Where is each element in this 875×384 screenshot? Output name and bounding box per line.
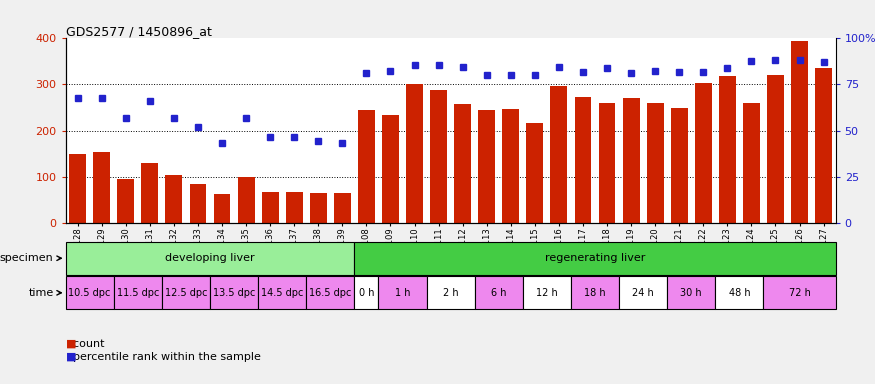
Text: 1 h: 1 h: [395, 288, 410, 298]
Bar: [743, 103, 760, 223]
Bar: [286, 192, 303, 223]
Text: 12 h: 12 h: [536, 288, 557, 298]
Text: time: time: [28, 288, 61, 298]
Bar: [382, 115, 399, 223]
Text: 6 h: 6 h: [491, 288, 507, 298]
Text: percentile rank within the sample: percentile rank within the sample: [66, 352, 261, 362]
Bar: [117, 179, 134, 223]
Bar: [575, 98, 592, 223]
Bar: [165, 175, 182, 223]
Bar: [334, 193, 351, 223]
Text: 16.5 dpc: 16.5 dpc: [309, 288, 352, 298]
Bar: [695, 83, 711, 223]
Text: 48 h: 48 h: [729, 288, 750, 298]
Text: 0 h: 0 h: [359, 288, 374, 298]
Bar: [502, 109, 519, 223]
Bar: [671, 108, 688, 223]
Text: GDS2577 / 1450896_at: GDS2577 / 1450896_at: [66, 25, 212, 38]
Bar: [716, 276, 763, 309]
Bar: [719, 76, 736, 223]
Bar: [379, 276, 427, 309]
Text: specimen: specimen: [0, 253, 61, 263]
Bar: [430, 90, 447, 223]
Bar: [190, 184, 206, 223]
Bar: [262, 192, 278, 223]
Bar: [527, 123, 543, 223]
Bar: [94, 152, 110, 223]
Text: 2 h: 2 h: [443, 288, 458, 298]
Bar: [475, 276, 523, 309]
Bar: [310, 193, 326, 223]
Bar: [816, 68, 832, 223]
Text: developing liver: developing liver: [165, 253, 255, 263]
Bar: [598, 103, 615, 223]
Bar: [306, 276, 354, 309]
Text: 12.5 dpc: 12.5 dpc: [164, 288, 207, 298]
Text: count: count: [66, 339, 104, 349]
Bar: [620, 276, 668, 309]
Text: 72 h: 72 h: [788, 288, 810, 298]
Text: 13.5 dpc: 13.5 dpc: [213, 288, 256, 298]
Bar: [550, 86, 567, 223]
Bar: [668, 276, 716, 309]
Bar: [354, 276, 379, 309]
Bar: [623, 98, 640, 223]
Bar: [210, 276, 258, 309]
Bar: [406, 84, 423, 223]
Bar: [69, 154, 86, 223]
Bar: [427, 276, 475, 309]
Text: 18 h: 18 h: [584, 288, 605, 298]
Bar: [354, 242, 836, 275]
Bar: [647, 103, 663, 223]
Bar: [66, 276, 114, 309]
Bar: [258, 276, 306, 309]
Bar: [523, 276, 571, 309]
Bar: [763, 276, 836, 309]
Bar: [66, 242, 354, 275]
Text: 24 h: 24 h: [633, 288, 654, 298]
Text: ■: ■: [66, 352, 76, 362]
Text: 14.5 dpc: 14.5 dpc: [261, 288, 304, 298]
Text: ■: ■: [66, 339, 76, 349]
Bar: [454, 104, 471, 223]
Bar: [238, 177, 255, 223]
Bar: [571, 276, 620, 309]
Bar: [358, 110, 374, 223]
Bar: [791, 41, 808, 223]
Bar: [767, 75, 784, 223]
Text: 10.5 dpc: 10.5 dpc: [68, 288, 111, 298]
Text: 30 h: 30 h: [681, 288, 702, 298]
Text: regenerating liver: regenerating liver: [545, 253, 645, 263]
Bar: [214, 194, 230, 223]
Bar: [479, 110, 495, 223]
Text: 11.5 dpc: 11.5 dpc: [116, 288, 159, 298]
Bar: [114, 276, 162, 309]
Bar: [142, 163, 158, 223]
Bar: [162, 276, 210, 309]
